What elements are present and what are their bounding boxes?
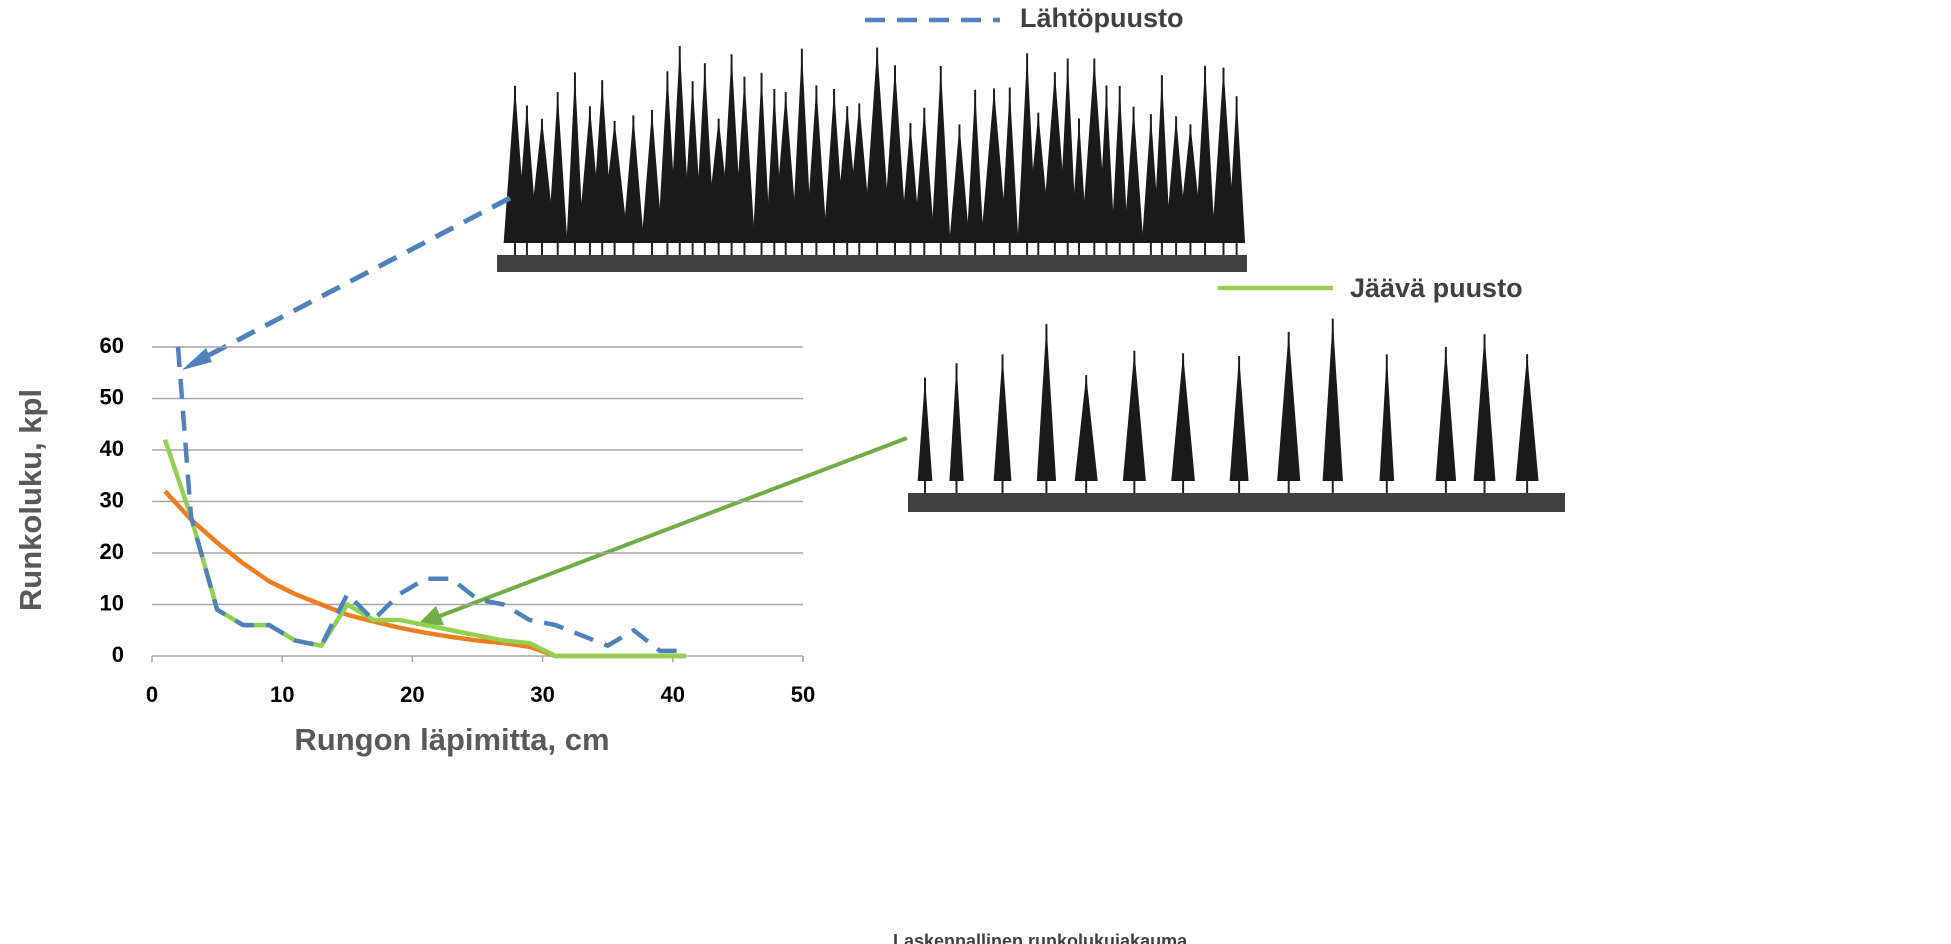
- legend-label: Jäävä puusto: [1350, 273, 1523, 303]
- tree-crown: [669, 46, 691, 244]
- tree-crown: [528, 118, 556, 243]
- tree-crown: [694, 63, 715, 243]
- tree-crown: [1098, 85, 1115, 244]
- x-tick-label: 30: [530, 682, 554, 707]
- tree-crown: [1074, 375, 1098, 481]
- legend-label: Lähtöpuusto: [1020, 3, 1183, 33]
- x-tick-label: 50: [791, 682, 815, 707]
- pointer-arrow: [190, 195, 512, 367]
- tree-crown: [1379, 354, 1395, 481]
- tree-crown: [1322, 318, 1343, 481]
- tree-crown: [516, 105, 538, 243]
- tree-crown: [980, 88, 1008, 243]
- tree-crown: [752, 72, 771, 243]
- tree-crown: [600, 120, 629, 243]
- y-tick-label: 50: [100, 384, 124, 409]
- x-tick-label: 10: [270, 682, 294, 707]
- tree-crown: [883, 65, 907, 243]
- y-tick-label: 60: [100, 333, 124, 358]
- tree-crown: [1228, 96, 1246, 243]
- tree-crown: [966, 89, 984, 243]
- tree-crown: [949, 363, 964, 481]
- tree-crown: [1123, 106, 1144, 244]
- tree-crown: [913, 107, 935, 243]
- tree-crown: [993, 354, 1012, 481]
- x-tick-label: 20: [400, 682, 424, 707]
- tree-crown: [566, 72, 584, 243]
- tree-crown: [1277, 331, 1301, 481]
- tree-crown: [917, 377, 933, 481]
- tree-crown: [949, 124, 970, 243]
- y-tick-label: 40: [100, 436, 124, 461]
- tree-crown: [863, 47, 891, 244]
- tree-crown: [1036, 324, 1057, 481]
- tree-crown: [1229, 355, 1249, 481]
- y-tick-label: 30: [100, 487, 124, 512]
- tree-crown: [622, 115, 645, 243]
- tree-crown: [1171, 353, 1195, 481]
- y-tick-label: 20: [100, 539, 124, 564]
- arrow-head: [182, 348, 212, 370]
- tree-crown: [1058, 58, 1077, 244]
- tree-crown: [931, 66, 951, 243]
- series-line: [163, 489, 686, 659]
- y-tick-label: 0: [112, 642, 124, 667]
- tree-crown: [791, 48, 812, 243]
- tree-crown: [1435, 346, 1457, 481]
- y-axis-title: Runkoluku, kpl: [13, 389, 48, 611]
- ground-bar: [908, 493, 1565, 512]
- tree-crown: [846, 103, 872, 244]
- arrow-head: [416, 606, 444, 626]
- tree-crown: [547, 92, 568, 243]
- tree-crown: [1153, 75, 1171, 243]
- tree-crown: [805, 85, 828, 243]
- tree-crown: [1473, 334, 1496, 481]
- caption: Laskennallinen runkolukujakauma: [893, 931, 1188, 944]
- tree-crown: [1211, 67, 1236, 244]
- tree-crown: [1111, 85, 1129, 243]
- tree-crown: [900, 123, 921, 243]
- y-tick-label: 10: [100, 590, 124, 615]
- x-tick-label: 0: [146, 682, 158, 707]
- tree-crown: [641, 109, 663, 243]
- ground-bar: [497, 255, 1247, 272]
- pointer-arrow: [431, 436, 908, 621]
- series-line: [175, 346, 686, 654]
- tree-crown: [734, 76, 755, 243]
- forest-illustrations: [497, 46, 1565, 512]
- x-axis-title: Rungon läpimitta, cm: [294, 722, 609, 757]
- tree-crown: [773, 92, 798, 243]
- tree-crown: [1515, 354, 1539, 481]
- tree-crown: [1070, 118, 1088, 243]
- tree-crown: [1001, 87, 1019, 243]
- x-tick-label: 40: [661, 682, 685, 707]
- tree-crown: [1195, 65, 1216, 243]
- tree-crown: [720, 54, 743, 243]
- tree-crown: [1122, 350, 1146, 481]
